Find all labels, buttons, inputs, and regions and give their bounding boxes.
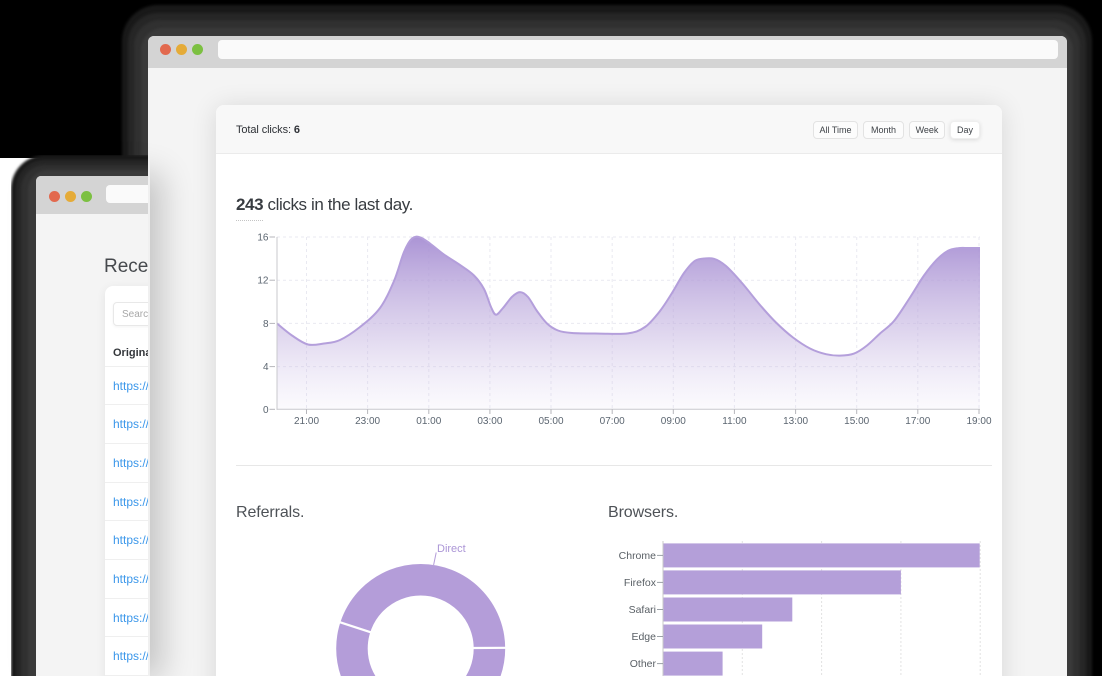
svg-text:Firefox: Firefox xyxy=(624,577,657,589)
svg-text:23:00: 23:00 xyxy=(355,416,380,427)
svg-text:12: 12 xyxy=(257,276,269,287)
svg-text:0: 0 xyxy=(263,405,269,416)
svg-text:07:00: 07:00 xyxy=(600,416,625,427)
svg-text:17:00: 17:00 xyxy=(905,416,930,427)
svg-text:4: 4 xyxy=(263,362,269,373)
svg-text:8: 8 xyxy=(263,319,269,330)
svg-text:01:00: 01:00 xyxy=(416,416,441,427)
svg-text:09:00: 09:00 xyxy=(661,416,686,427)
svg-text:Safari: Safari xyxy=(629,604,656,616)
svg-text:13:00: 13:00 xyxy=(783,416,808,427)
svg-text:15:00: 15:00 xyxy=(844,416,869,427)
svg-text:11:00: 11:00 xyxy=(722,416,747,427)
svg-text:21:00: 21:00 xyxy=(294,416,319,427)
svg-text:Other: Other xyxy=(630,658,657,670)
svg-text:19:00: 19:00 xyxy=(966,416,991,427)
svg-text:03:00: 03:00 xyxy=(477,416,502,427)
svg-text:05:00: 05:00 xyxy=(538,416,563,427)
svg-text:Chrome: Chrome xyxy=(619,550,657,562)
svg-text:Direct: Direct xyxy=(437,543,466,555)
svg-text:16: 16 xyxy=(257,233,269,244)
svg-text:Edge: Edge xyxy=(631,631,656,643)
